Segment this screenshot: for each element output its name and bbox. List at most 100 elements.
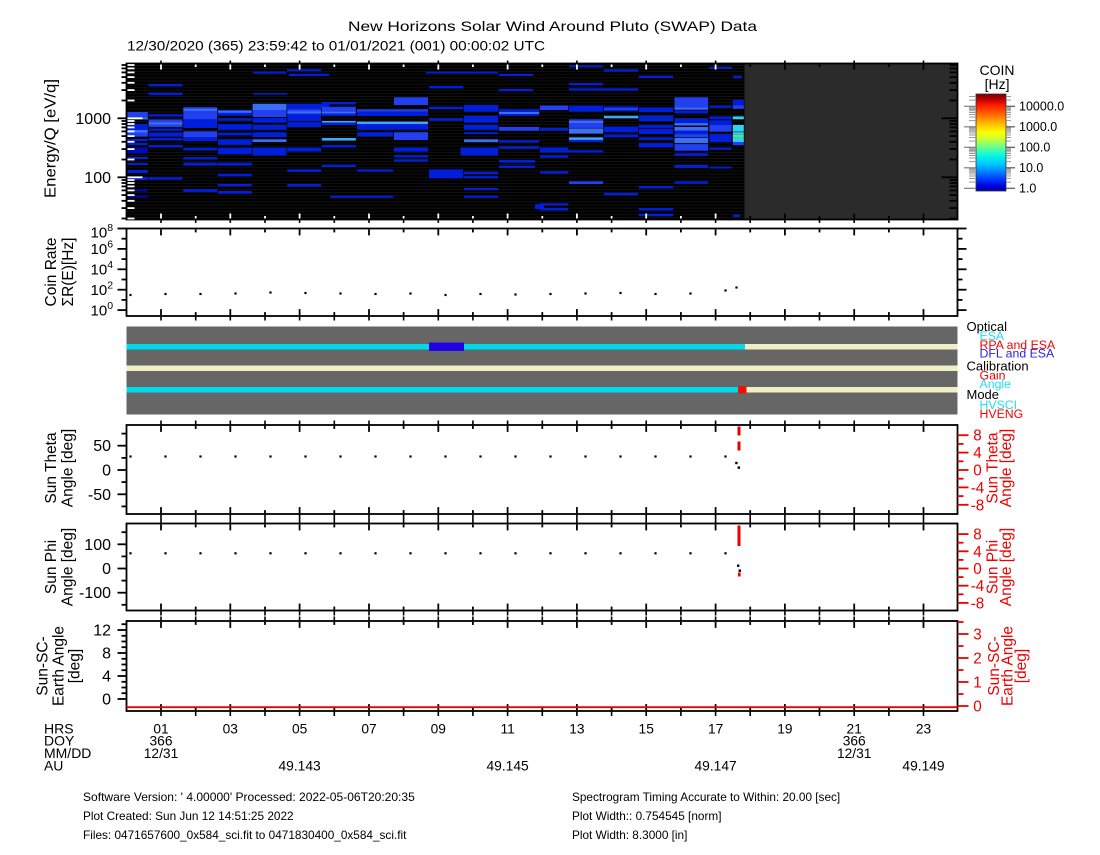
svg-text:2: 2 — [973, 651, 982, 668]
svg-text:0: 0 — [107, 300, 113, 312]
svg-text:12/31: 12/31 — [837, 746, 872, 761]
svg-text:RPA and ESA: RPA and ESA — [980, 338, 1056, 352]
svg-text:10000.0: 10000.0 — [1019, 100, 1064, 114]
svg-text:Gain: Gain — [980, 368, 1006, 382]
svg-text:03: 03 — [223, 721, 239, 736]
svg-text:AU: AU — [44, 758, 63, 774]
svg-text:49.149: 49.149 — [902, 759, 945, 774]
svg-text:09: 09 — [431, 721, 447, 736]
svg-text:13: 13 — [569, 721, 585, 736]
svg-text:8: 8 — [973, 428, 982, 445]
svg-text:1.0: 1.0 — [1019, 182, 1036, 196]
svg-text:10: 10 — [91, 241, 108, 258]
svg-text:23: 23 — [916, 721, 932, 736]
svg-text:6: 6 — [107, 239, 113, 251]
svg-text:-8: -8 — [971, 595, 985, 612]
svg-text:-100: -100 — [79, 585, 111, 602]
svg-text:Software Version: ' 4.00000': Software Version: ' 4.00000' Processed: … — [83, 790, 415, 804]
svg-text:10: 10 — [91, 224, 108, 241]
svg-text:DFL and ESA: DFL and ESA — [980, 346, 1055, 360]
svg-text:8: 8 — [973, 527, 982, 544]
svg-text:-8: -8 — [971, 497, 985, 514]
svg-text:New Horizons Solar Wind Around: New Horizons Solar Wind Around Pluto (SW… — [348, 18, 757, 34]
svg-text:100: 100 — [84, 170, 111, 187]
svg-text:HVSCI: HVSCI — [980, 398, 1018, 412]
svg-text:Calibration: Calibration — [967, 359, 1029, 374]
svg-text:Sun Phi: Sun Phi — [985, 540, 1002, 594]
svg-text:10.0: 10.0 — [1019, 161, 1043, 175]
svg-text:Mode: Mode — [967, 387, 1000, 402]
svg-text:4: 4 — [102, 669, 111, 686]
svg-text:1000.0: 1000.0 — [1019, 120, 1057, 134]
svg-text:49.147: 49.147 — [695, 759, 737, 774]
svg-text:12/30/2020 (365) 23:59:42 to 0: 12/30/2020 (365) 23:59:42 to 01/01/2021 … — [127, 38, 545, 54]
svg-text:4: 4 — [107, 259, 113, 271]
svg-text:1000: 1000 — [75, 111, 111, 128]
svg-text:Earth Angle: Earth Angle — [51, 626, 68, 706]
svg-text:12/31: 12/31 — [144, 746, 179, 761]
svg-text:Plot Width:: 0.754545 [norm]: Plot Width:: 0.754545 [norm] — [572, 809, 722, 823]
svg-text:HRS: HRS — [44, 720, 74, 736]
svg-text:0: 0 — [102, 561, 111, 578]
svg-text:HVENG: HVENG — [980, 407, 1024, 421]
svg-text:366: 366 — [843, 734, 866, 749]
svg-text:Spectrogram Timing Accurate to: Spectrogram Timing Accurate to Within: 2… — [572, 790, 840, 804]
svg-text:Plot Width: 8.3000 [in]: Plot Width: 8.3000 [in] — [572, 828, 687, 842]
svg-text:COIN: COIN — [980, 62, 1015, 78]
svg-text:4: 4 — [973, 544, 982, 561]
svg-text:8: 8 — [102, 646, 111, 663]
svg-text:10: 10 — [91, 282, 108, 299]
svg-text:0: 0 — [973, 463, 982, 480]
svg-text:Sun Phi: Sun Phi — [43, 540, 60, 594]
svg-text:ΣR(E)[Hz]: ΣR(E)[Hz] — [60, 238, 77, 307]
svg-text:Files: 0471657600_0x584_sci.fi: Files: 0471657600_0x584_sci.fit to 04718… — [83, 828, 407, 842]
svg-text:Sun Theta: Sun Theta — [43, 432, 60, 504]
svg-text:49.143: 49.143 — [279, 759, 322, 774]
svg-text:4: 4 — [973, 445, 982, 462]
svg-text:19: 19 — [777, 721, 793, 736]
svg-text:Coin Rate: Coin Rate — [43, 238, 60, 307]
svg-text:-50: -50 — [88, 487, 111, 504]
svg-text:[deg]: [deg] — [67, 649, 84, 684]
svg-text:366: 366 — [150, 734, 173, 749]
svg-text:Sun-SC-: Sun-SC- — [35, 636, 52, 695]
svg-text:Angle [deg]: Angle [deg] — [60, 528, 77, 606]
svg-text:49.145: 49.145 — [487, 759, 530, 774]
svg-text:0: 0 — [973, 561, 982, 578]
svg-text:ESA: ESA — [980, 329, 1005, 343]
svg-text:Angle [deg]: Angle [deg] — [998, 528, 1015, 606]
svg-text:21: 21 — [847, 721, 862, 736]
svg-text:Optical: Optical — [967, 319, 1008, 334]
svg-text:12: 12 — [93, 623, 111, 640]
svg-text:[deg]: [deg] — [1013, 649, 1030, 684]
svg-text:10: 10 — [91, 262, 108, 279]
svg-text:-4: -4 — [971, 578, 985, 595]
svg-text:8: 8 — [107, 222, 113, 234]
svg-text:11: 11 — [500, 721, 514, 736]
svg-text:1: 1 — [973, 675, 982, 692]
svg-text:50: 50 — [93, 438, 111, 455]
svg-text:Sun-SC-: Sun-SC- — [986, 636, 1003, 695]
svg-text:[Hz]: [Hz] — [985, 76, 1010, 92]
svg-text:100.0: 100.0 — [1019, 141, 1050, 155]
svg-text:Energy/Q [eV/q]: Energy/Q [eV/q] — [43, 79, 60, 198]
svg-text:0: 0 — [102, 692, 111, 709]
svg-text:10: 10 — [91, 302, 108, 319]
svg-text:2: 2 — [107, 280, 113, 292]
svg-text:3: 3 — [973, 627, 982, 644]
svg-text:DOY: DOY — [44, 733, 75, 749]
svg-text:0: 0 — [102, 463, 111, 480]
svg-text:Angle: Angle — [980, 377, 1012, 391]
svg-text:05: 05 — [292, 721, 308, 736]
svg-text:15: 15 — [639, 721, 655, 736]
svg-text:Angle [deg]: Angle [deg] — [998, 429, 1015, 507]
svg-text:MM/DD: MM/DD — [44, 745, 91, 761]
svg-text:01: 01 — [153, 721, 168, 736]
svg-text:Sun Theta: Sun Theta — [985, 432, 1002, 504]
svg-text:07: 07 — [361, 721, 376, 736]
svg-text:17: 17 — [708, 721, 723, 736]
svg-text:Angle [deg]: Angle [deg] — [60, 429, 77, 507]
svg-text:100: 100 — [84, 537, 111, 554]
svg-text:0: 0 — [973, 699, 982, 716]
svg-text:-4: -4 — [971, 480, 985, 497]
